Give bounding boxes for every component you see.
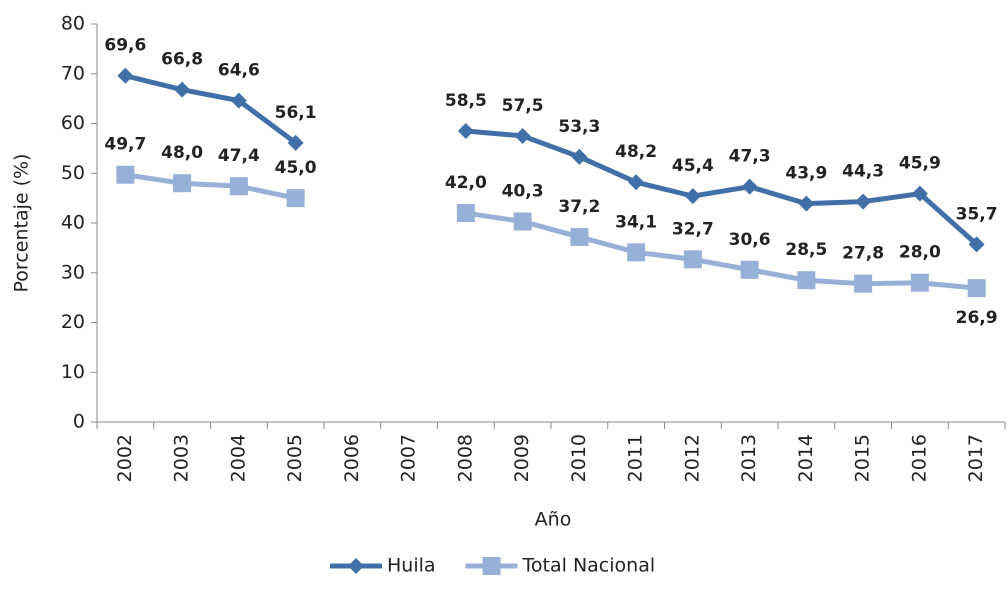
x-tick-label: 2005 bbox=[284, 434, 306, 482]
data-label: 45,9 bbox=[899, 154, 941, 174]
x-tick-label: 2009 bbox=[511, 434, 533, 482]
y-tick-label: 0 bbox=[73, 411, 85, 433]
data-point bbox=[798, 195, 815, 212]
data-label: 57,5 bbox=[502, 96, 544, 116]
data-point bbox=[911, 185, 928, 202]
data-point bbox=[628, 174, 645, 191]
data-label: 58,5 bbox=[445, 91, 487, 111]
data-label: 28,5 bbox=[785, 240, 827, 260]
x-tick-label: 2007 bbox=[398, 434, 420, 482]
data-point bbox=[740, 260, 759, 279]
series-line bbox=[124, 73, 979, 247]
data-point bbox=[173, 174, 192, 193]
data-point bbox=[456, 204, 475, 223]
x-tick-label: 2012 bbox=[681, 434, 703, 482]
data-point bbox=[968, 236, 985, 253]
x-tick-label: 2010 bbox=[568, 434, 590, 482]
data-label: 28,0 bbox=[899, 243, 941, 263]
legend-marker bbox=[348, 558, 364, 574]
y-tick-label: 40 bbox=[61, 212, 85, 234]
x-tick-label: 2008 bbox=[454, 434, 476, 482]
legend-label: Huila bbox=[387, 555, 436, 577]
data-point bbox=[797, 271, 816, 290]
data-point bbox=[117, 67, 134, 84]
x-tick-label: 2006 bbox=[341, 434, 363, 482]
data-point bbox=[457, 122, 474, 139]
data-label: 44,3 bbox=[842, 162, 884, 182]
data-label: 32,7 bbox=[672, 219, 714, 239]
data-label: 35,7 bbox=[956, 204, 998, 224]
data-point bbox=[513, 212, 532, 231]
data-point bbox=[571, 148, 588, 165]
x-tick-label: 2004 bbox=[227, 434, 249, 482]
x-tick-label: 2015 bbox=[852, 434, 874, 482]
data-label: 45,0 bbox=[275, 158, 317, 178]
data-point bbox=[855, 193, 872, 210]
data-point bbox=[627, 243, 646, 262]
data-point bbox=[287, 134, 304, 151]
data-label: 48,2 bbox=[615, 142, 657, 162]
data-label: 69,6 bbox=[104, 36, 146, 56]
x-tick-label: 2003 bbox=[171, 434, 193, 482]
data-label: 47,4 bbox=[218, 146, 260, 166]
y-tick-label: 50 bbox=[61, 162, 85, 184]
data-label: 40,3 bbox=[502, 182, 544, 202]
y-tick-label: 70 bbox=[61, 62, 85, 84]
data-label: 49,7 bbox=[104, 135, 146, 155]
data-label: 26,9 bbox=[956, 308, 998, 328]
y-tick-label: 30 bbox=[61, 261, 85, 283]
data-label: 53,3 bbox=[558, 117, 600, 137]
data-point bbox=[116, 165, 135, 184]
data-label: 47,3 bbox=[729, 147, 771, 167]
series-line bbox=[125, 172, 977, 291]
data-point bbox=[684, 188, 701, 205]
y-tick-label: 60 bbox=[61, 112, 85, 134]
x-tick-label: 2011 bbox=[625, 434, 647, 482]
data-point bbox=[854, 274, 873, 293]
data-point bbox=[910, 273, 929, 292]
data-point bbox=[229, 177, 248, 196]
data-label: 48,0 bbox=[161, 143, 203, 163]
y-tick-label: 10 bbox=[61, 361, 85, 383]
data-point bbox=[683, 250, 702, 269]
data-label: 42,0 bbox=[445, 173, 487, 193]
data-point bbox=[741, 178, 758, 195]
data-label: 56,1 bbox=[275, 103, 317, 123]
x-tick-label: 2017 bbox=[965, 434, 987, 482]
data-label: 34,1 bbox=[615, 212, 657, 232]
x-tick-label: 2002 bbox=[114, 434, 136, 482]
x-tick-label: 2016 bbox=[908, 434, 930, 482]
data-point bbox=[286, 189, 305, 208]
legend-label: Total Nacional bbox=[522, 555, 656, 577]
data-point bbox=[570, 227, 589, 246]
data-label: 37,2 bbox=[558, 197, 600, 217]
y-tick-label: 80 bbox=[61, 13, 85, 35]
data-point bbox=[514, 127, 531, 144]
data-point bbox=[967, 279, 986, 298]
data-label: 43,9 bbox=[785, 164, 827, 184]
data-point bbox=[174, 81, 191, 98]
data-point bbox=[230, 92, 247, 109]
data-label: 27,8 bbox=[842, 244, 884, 264]
x-tick-label: 2014 bbox=[795, 434, 817, 482]
y-tick-label: 20 bbox=[61, 311, 85, 333]
y-axis-label: Porcentaje (%) bbox=[11, 154, 33, 293]
x-tick-label: 2013 bbox=[738, 434, 760, 482]
x-axis-label: Año bbox=[535, 509, 572, 531]
data-label: 66,8 bbox=[161, 50, 203, 70]
legend-marker bbox=[482, 557, 501, 575]
data-label: 30,6 bbox=[729, 230, 771, 250]
data-label: 64,6 bbox=[218, 61, 260, 81]
data-label: 45,4 bbox=[672, 156, 714, 176]
